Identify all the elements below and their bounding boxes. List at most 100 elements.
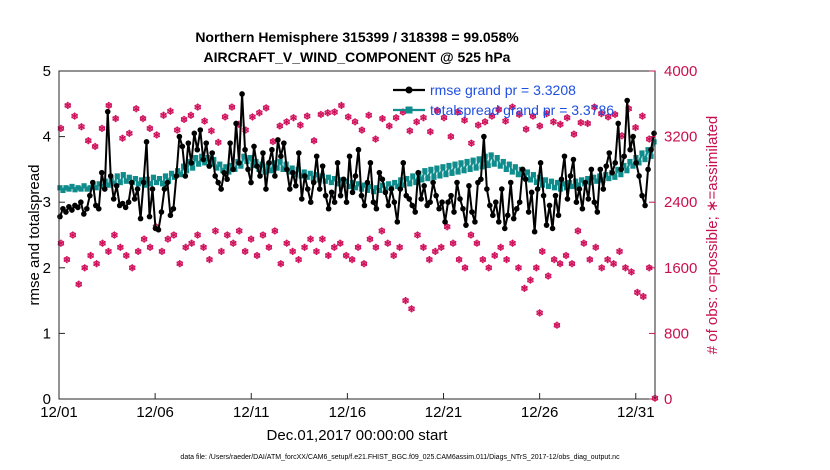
obs-count-marker-lower [63, 256, 71, 264]
obs-count-marker-lower [574, 227, 582, 235]
rmse-point [409, 202, 416, 209]
totalspread-point [422, 168, 428, 174]
rmse-point [233, 120, 239, 127]
totalspread-point [428, 166, 434, 172]
obs-count-marker-upper [64, 101, 72, 110]
totalspread-point [346, 183, 353, 190]
legend-rmse-label: rmse grand pr = 3.3208 [430, 82, 576, 98]
obs-count-marker-lower [194, 231, 202, 239]
rmse-point [645, 166, 651, 173]
rmse-point [57, 213, 63, 220]
totalspread-point [289, 165, 295, 171]
rmse-point [558, 176, 565, 183]
obs-count-marker-upper [392, 114, 400, 122]
rmse-point [140, 179, 147, 186]
rmse-point [182, 173, 189, 179]
obs-count-marker-outlier [553, 321, 561, 329]
totalspread-point [437, 173, 443, 179]
obs-count-marker-upper [331, 108, 338, 116]
rmse-point [484, 186, 490, 192]
obs-count-marker-lower [295, 256, 303, 264]
obs-count-marker-upper [638, 112, 646, 120]
obs-count-marker-lower [307, 235, 314, 243]
totalspread-point [446, 162, 452, 169]
totalspread-point [470, 157, 476, 163]
obs-count-marker-upper [447, 133, 455, 141]
totalspread-point [153, 179, 160, 186]
totalspread-point [548, 178, 555, 184]
totalspread-point [395, 183, 401, 190]
obs-count-marker-upper [160, 111, 167, 119]
totalspread-point [455, 169, 461, 175]
obs-count-marker-upper [180, 115, 188, 123]
rmse-point [119, 200, 126, 207]
totalspread-point [60, 187, 66, 193]
totalspread-point [75, 185, 81, 191]
rmse-point [454, 179, 460, 186]
obs-count-marker-lower [110, 231, 118, 239]
rmse-point [242, 146, 248, 153]
obs-count-marker-lower [241, 247, 249, 255]
obs-count-marker-lower [259, 231, 267, 239]
obs-count-marker-upper [536, 122, 544, 130]
obs-count-marker-upper [372, 135, 380, 143]
rmse-point [149, 186, 156, 192]
totalspread-point [606, 175, 612, 182]
obs-count-marker-lower [188, 239, 196, 247]
obs-count-marker-upper [556, 120, 564, 128]
rmse-point [430, 179, 436, 186]
plot-area [59, 71, 655, 399]
rmse-point [128, 179, 135, 186]
rmse-point [146, 213, 153, 220]
totalspread-point [467, 166, 473, 172]
rmse-point [466, 183, 472, 189]
totalspread-point [618, 172, 624, 178]
obs-count-marker-lower [253, 251, 261, 260]
rmse-point [421, 183, 427, 189]
rmse-point [358, 192, 365, 199]
obs-count-marker-lower [633, 288, 641, 296]
rmse-point [281, 140, 287, 146]
totalspread-point [621, 162, 627, 169]
obs-count-marker-lower [396, 243, 404, 251]
x-axis-label: Dec.01,2017 00:00:00 start [267, 427, 449, 444]
totalspread-point [223, 164, 229, 170]
totalspread-point [150, 174, 157, 180]
obs-count-marker-lower [449, 239, 457, 247]
obs-count-marker-lower [639, 292, 647, 301]
totalspread-point [419, 177, 425, 183]
rmse-point [513, 205, 520, 212]
obs-count-marker-upper [228, 103, 236, 111]
y-tick-label: 2 [43, 260, 51, 277]
obs-count-marker-lower [330, 243, 338, 251]
rmse-point [615, 120, 622, 127]
y-tick-label: 5 [43, 63, 51, 80]
obs-count-marker-upper [105, 101, 113, 110]
rmse-point [98, 169, 105, 176]
rmse-point [113, 183, 120, 189]
obs-count-marker-lower [289, 247, 297, 255]
obs-count-marker-lower [437, 243, 445, 251]
totalspread-point [476, 156, 482, 162]
rmse-point [588, 166, 595, 173]
obs-count-marker-lower [140, 235, 148, 243]
obs-count-marker-upper [310, 137, 318, 145]
y-right-tick-label: 4000 [664, 63, 697, 80]
rmse-point [104, 108, 111, 115]
totalspread-point [57, 185, 63, 191]
rmse-point [158, 209, 165, 215]
rmse-point [260, 150, 266, 156]
totalspread-point [545, 183, 552, 190]
obs-count-marker-upper [385, 122, 393, 130]
obs-count-marker-lower [211, 227, 219, 235]
totalspread-point [304, 174, 310, 180]
rmse-point [203, 140, 210, 146]
totalspread-point [636, 160, 642, 166]
obs-count-marker-lower [206, 256, 213, 264]
obs-count-marker-lower [247, 235, 255, 243]
totalspread-point [473, 165, 479, 171]
totalspread-point [292, 172, 298, 178]
obs-count-marker-lower [538, 247, 546, 255]
rmse-point [460, 205, 466, 212]
rmse-point [388, 186, 395, 192]
